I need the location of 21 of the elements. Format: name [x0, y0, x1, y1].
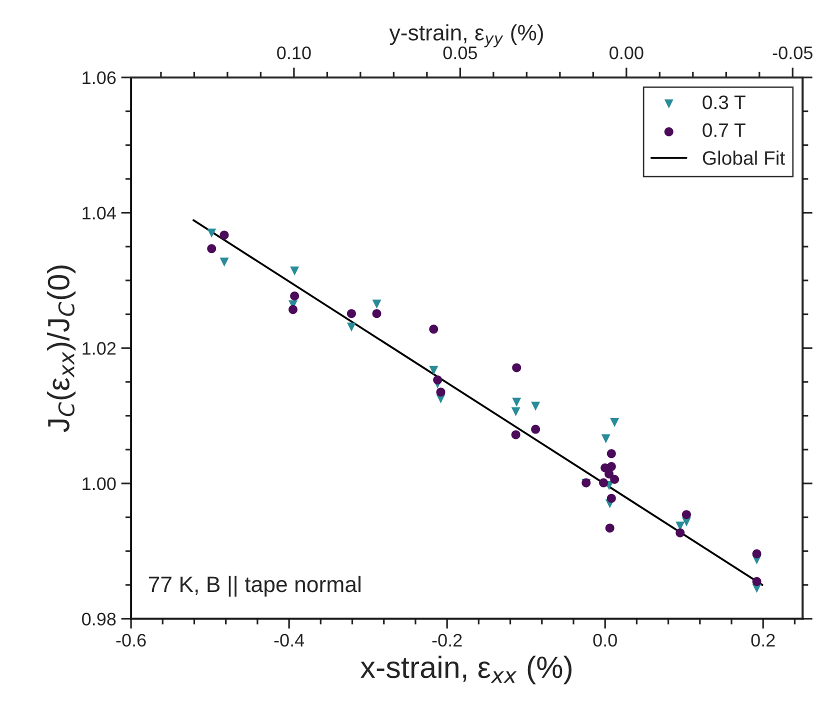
- x-tick-label: -0.4: [274, 634, 304, 647]
- annotation: 77 K, B || tape normal: [148, 576, 360, 597]
- y-tick-label: 1.04: [82, 206, 116, 220]
- x2-tick-label: 0.10: [277, 46, 311, 60]
- x-tick-label: 0.0: [593, 634, 617, 647]
- legend-label: Global Fit: [702, 150, 785, 165]
- y-tick-label: 1.06: [82, 71, 116, 84]
- y-axis-title: J$_{C}$(ε$_{xx}$)/J$_{C}$(0): [47, 266, 76, 432]
- x-tick-label: 0.2: [751, 634, 775, 647]
- legend-label: 0.7 T: [702, 123, 746, 138]
- y-tick-label: 1.00: [82, 477, 116, 490]
- x2-tick-label: 0.05: [443, 46, 477, 60]
- x-tick-label: -0.2: [432, 634, 462, 647]
- legend-label: 0.3 T: [702, 95, 746, 110]
- y-tick-label: 1.02: [82, 342, 116, 355]
- x-tick-label: -0.6: [116, 634, 146, 647]
- x2-tick-label: -0.05: [772, 46, 812, 60]
- y-tick-label: 0.98: [82, 612, 116, 626]
- x-axis-title: x-strain, ε$_{xx}$ (%): [360, 656, 572, 684]
- x2-axis-title: y-strain, ε$_{yy}$ (%): [389, 24, 543, 48]
- x2-tick-label: 0.00: [610, 46, 644, 60]
